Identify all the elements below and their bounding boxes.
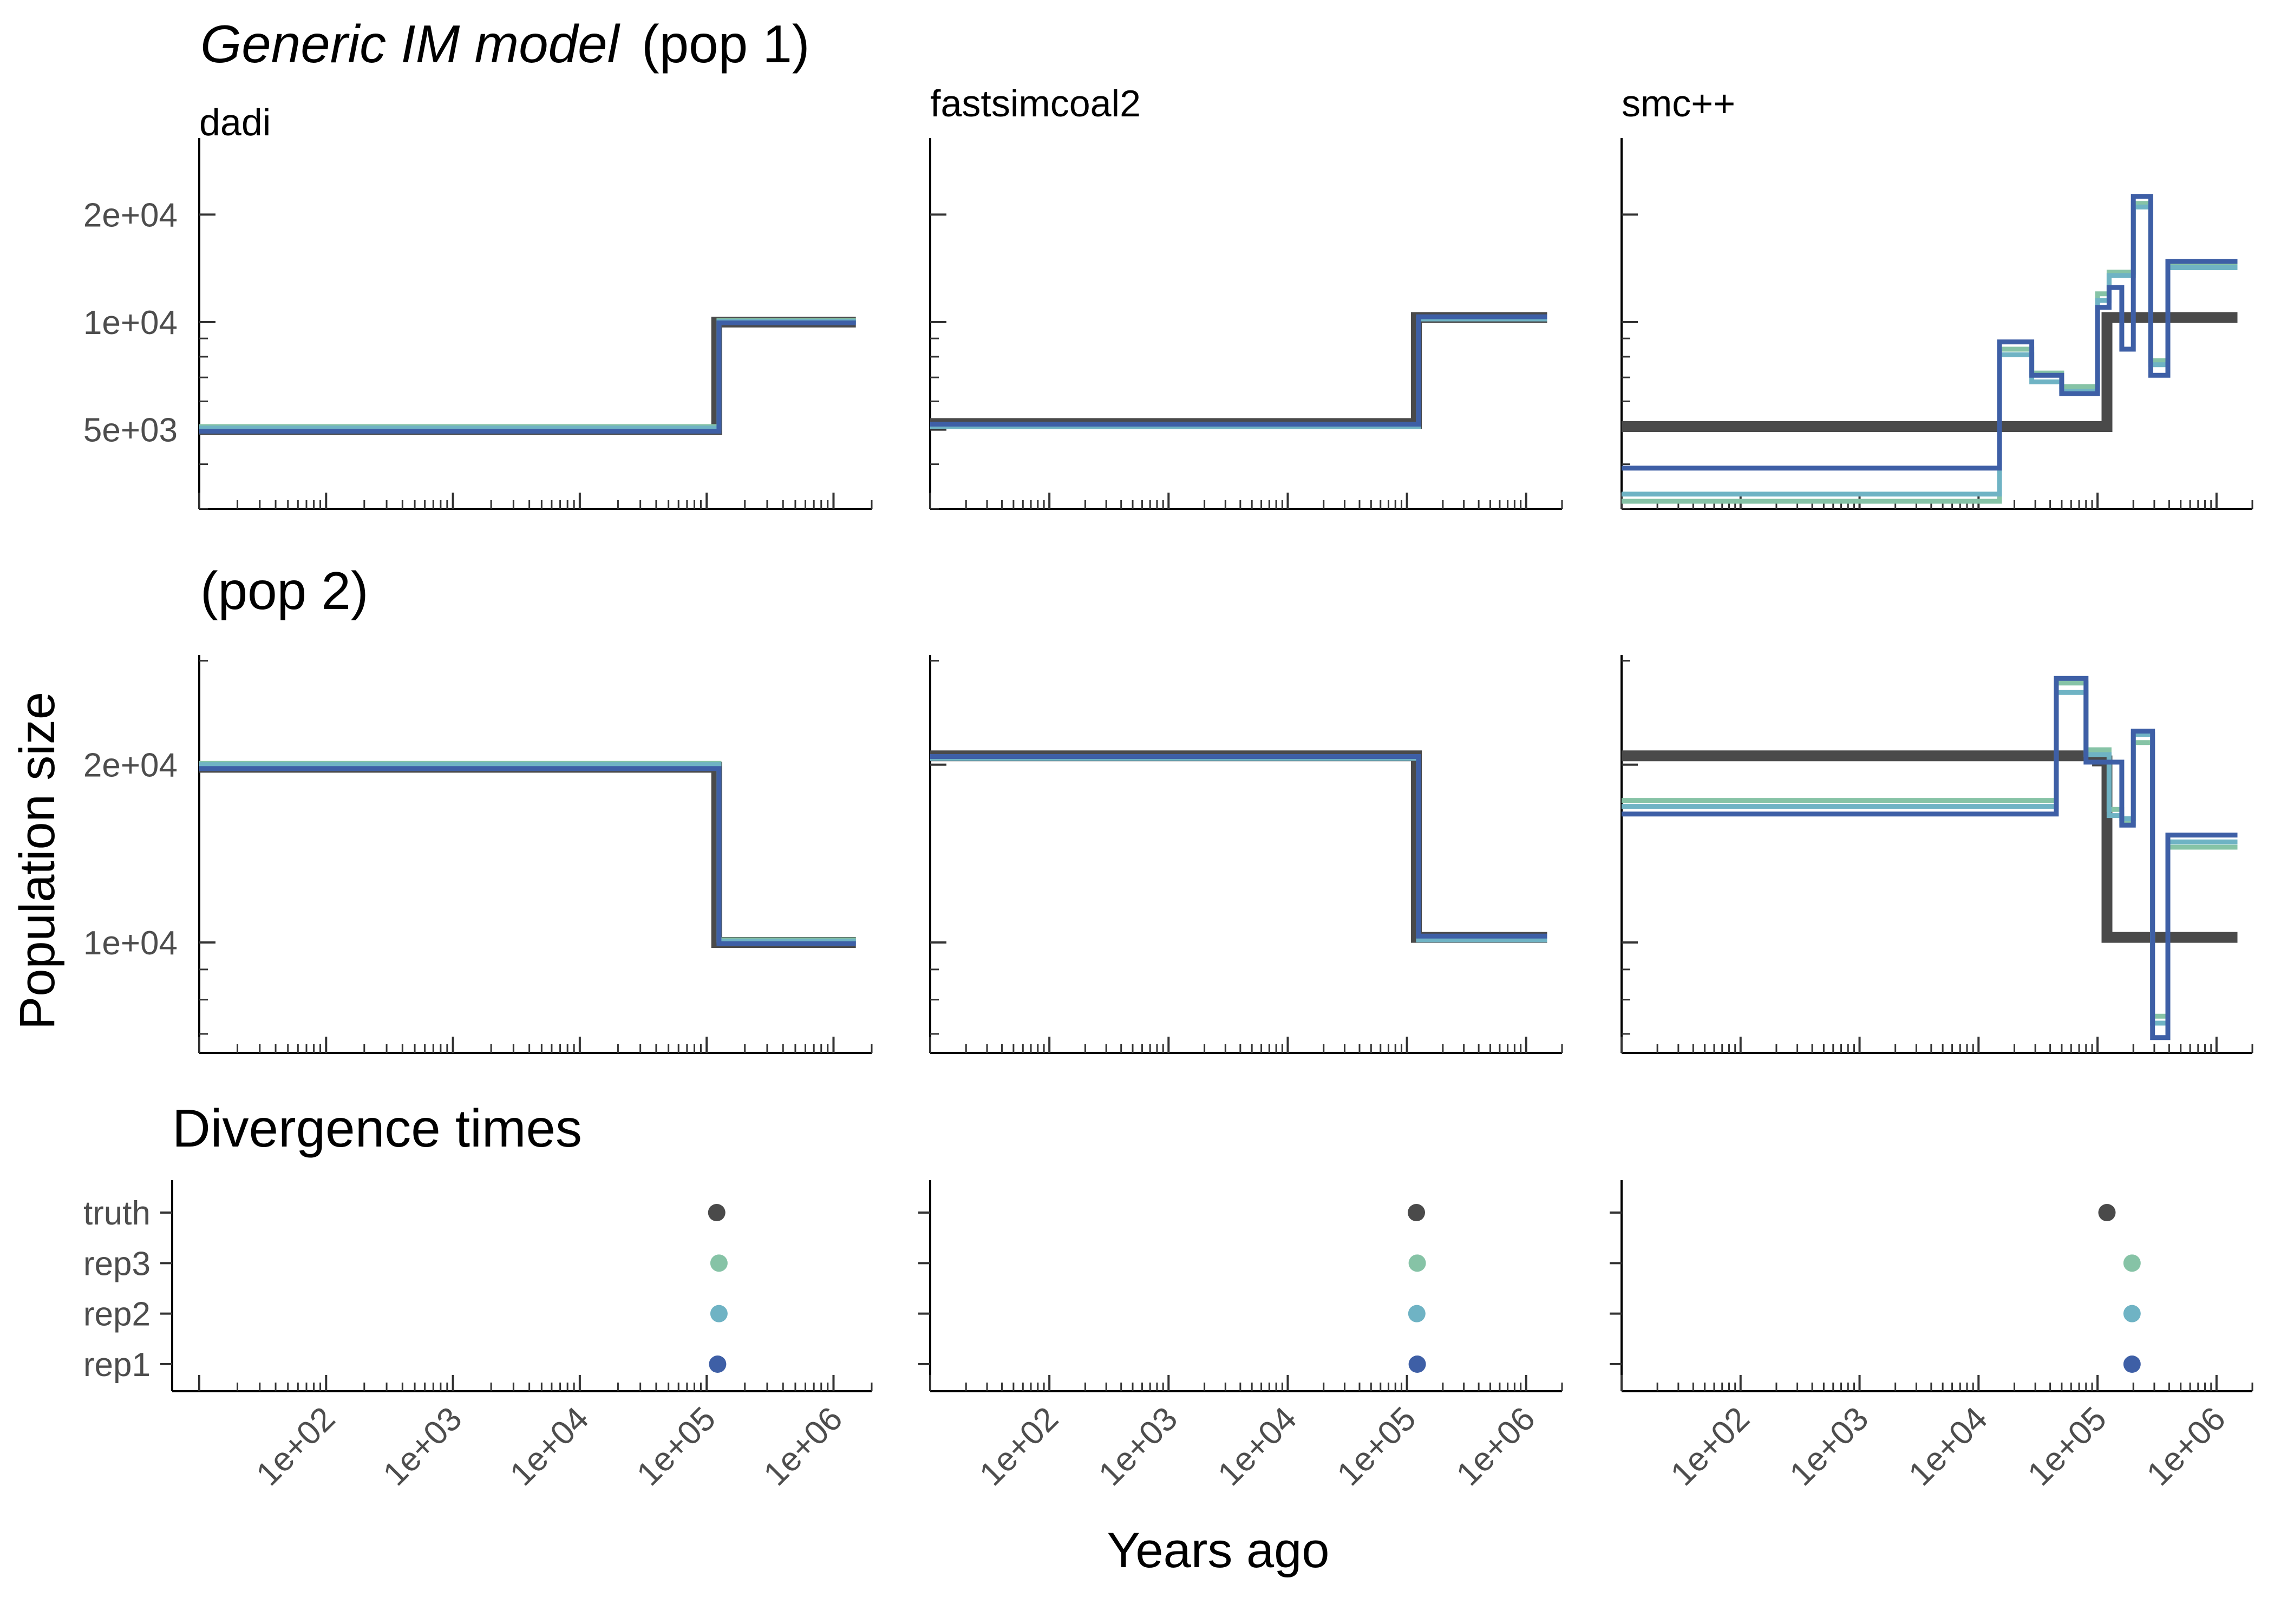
div-fastsimcoal2-point-rep2 bbox=[1408, 1305, 1426, 1322]
panel-div-dadi: rep1 rep2 rep3 truth 1e+02 1e+03 1e+04 1e+05 1e+… bbox=[83, 1180, 873, 1493]
div-smcpp-x-tick-label: 1e+06 bbox=[2140, 1400, 2233, 1493]
pop2-dadi-y-tick-label: 2e+04 bbox=[83, 747, 178, 784]
panel-pop1-fastsimcoal2 bbox=[929, 138, 1563, 510]
pop1-dadi-series-rep2 bbox=[199, 319, 856, 431]
div-dadi-x-tick-label: 1e+05 bbox=[630, 1400, 723, 1493]
pop2-smcpp-series-truth bbox=[1622, 750, 2238, 943]
panel-div-fastsimcoal2: 1e+02 1e+03 1e+04 1e+05 1e+06 bbox=[918, 1180, 1563, 1493]
div-dadi-point-rep1 bbox=[709, 1355, 727, 1373]
pop1-fastsimcoal2-series-rep2 bbox=[930, 316, 1547, 429]
div-dadi-cat-label: rep3 bbox=[83, 1245, 151, 1282]
div-smcpp-point-rep1 bbox=[2123, 1355, 2141, 1373]
title-divergence: Divergence times bbox=[172, 1098, 582, 1158]
panel-pop1-smcpp bbox=[1620, 138, 2253, 510]
pop1-dadi-series-rep1 bbox=[199, 320, 856, 434]
div-dadi-x-tick-label: 1e+06 bbox=[756, 1400, 850, 1493]
pop2-fastsimcoal2-series-rep3 bbox=[930, 755, 1547, 941]
pop1-smcpp-series-rep2 bbox=[1622, 204, 2238, 497]
div-smcpp-x-tick-label: 1e+05 bbox=[2021, 1400, 2114, 1493]
x-axis-label: Years ago bbox=[1107, 1523, 1330, 1578]
pop2-dadi-series-rep2 bbox=[199, 762, 856, 944]
div-fastsimcoal2-x-tick-label: 1e+06 bbox=[1449, 1400, 1543, 1493]
div-dadi-cat-label: rep1 bbox=[83, 1346, 151, 1384]
pop1-dadi-series-rep3 bbox=[199, 318, 856, 429]
pop2-dadi-series-truth bbox=[199, 762, 856, 948]
pop1-smcpp-series-truth bbox=[1622, 312, 2238, 432]
div-fastsimcoal2-point-rep3 bbox=[1408, 1254, 1426, 1272]
subtitle-smcpp: smc++ bbox=[1622, 82, 1735, 125]
pop2-fastsimcoal2-series-rep1 bbox=[930, 754, 1547, 939]
pop2-dadi-series-rep3 bbox=[199, 761, 856, 942]
pop1-dadi-series-truth bbox=[199, 317, 856, 435]
panel-pop2-fastsimcoal2 bbox=[929, 655, 1563, 1054]
div-dadi-point-rep3 bbox=[710, 1254, 728, 1272]
pop1-smcpp-series-rep1 bbox=[1622, 194, 2238, 471]
title-italic: Generic IM model bbox=[200, 14, 620, 74]
div-smcpp-x-tick-label: 1e+03 bbox=[1783, 1400, 1876, 1493]
pop2-fastsimcoal2-series-truth bbox=[930, 750, 1547, 943]
panel-pop2-smcpp bbox=[1620, 655, 2253, 1054]
y-axis-label: Population size bbox=[10, 692, 65, 1030]
div-fastsimcoal2-point-rep1 bbox=[1408, 1355, 1426, 1373]
pop1-dadi-y-tick-label: 1e+04 bbox=[83, 304, 178, 342]
div-dadi-x-tick-label: 1e+04 bbox=[503, 1400, 596, 1493]
div-fastsimcoal2-x-tick-label: 1e+04 bbox=[1211, 1400, 1304, 1493]
panels-group: 5e+03 1e+04 2e+04 1e+04 2e+04 rep1 rep2 rep3 tru… bbox=[83, 138, 2253, 1493]
pop2-dadi-y-tick-label: 1e+04 bbox=[83, 925, 178, 962]
pop1-dadi-y-tick-label: 2e+04 bbox=[83, 197, 178, 234]
div-smcpp-point-rep2 bbox=[2123, 1305, 2141, 1322]
pop2-fastsimcoal2-series-rep2 bbox=[930, 756, 1547, 942]
div-dadi-cat-label: truth bbox=[83, 1195, 151, 1232]
div-fastsimcoal2-point-truth bbox=[1408, 1204, 1426, 1221]
div-smcpp-point-rep3 bbox=[2123, 1254, 2141, 1272]
panel-pop1-dadi: 5e+03 1e+04 2e+04 bbox=[83, 138, 873, 510]
pop1-fastsimcoal2-series-rep1 bbox=[930, 314, 1547, 427]
pop2-smcpp-series-rep1 bbox=[1622, 676, 2238, 1040]
subtitle-fastsimcoal2: fastsimcoal2 bbox=[930, 82, 1141, 125]
panel-div-smcpp: 1e+02 1e+03 1e+04 1e+05 1e+06 bbox=[1610, 1180, 2253, 1493]
pop1-fastsimcoal2-series-rep3 bbox=[930, 316, 1547, 428]
pop1-fastsimcoal2-series-truth bbox=[930, 312, 1547, 429]
div-dadi-point-rep2 bbox=[710, 1305, 728, 1322]
pop1-dadi-y-tick-label: 5e+03 bbox=[83, 412, 178, 449]
div-dadi-x-tick-label: 1e+02 bbox=[249, 1400, 342, 1493]
div-dadi-cat-label: rep2 bbox=[83, 1296, 151, 1333]
pop2-dadi-series-rep1 bbox=[199, 766, 856, 946]
panel-pop2-dadi: 1e+04 2e+04 bbox=[83, 655, 873, 1054]
div-smcpp-x-tick-label: 1e+02 bbox=[1664, 1400, 1757, 1493]
title-pop2: (pop 2) bbox=[200, 561, 369, 620]
subtitle-dadi: dadi bbox=[199, 101, 271, 143]
div-fastsimcoal2-x-tick-label: 1e+05 bbox=[1330, 1400, 1423, 1493]
div-dadi-point-truth bbox=[708, 1204, 726, 1221]
div-smcpp-x-tick-label: 1e+04 bbox=[1901, 1400, 1995, 1493]
title-pop1: (pop 1) bbox=[642, 14, 810, 74]
pop1-smcpp-series-rep3 bbox=[1622, 201, 2238, 504]
div-dadi-x-tick-label: 1e+03 bbox=[376, 1400, 469, 1493]
div-fastsimcoal2-x-tick-label: 1e+03 bbox=[1092, 1400, 1185, 1493]
div-smcpp-point-truth bbox=[2098, 1204, 2116, 1221]
div-fastsimcoal2-x-tick-label: 1e+02 bbox=[972, 1400, 1066, 1493]
